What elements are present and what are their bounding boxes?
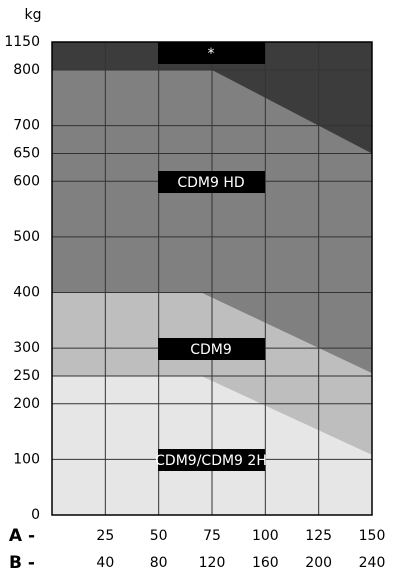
y-tick-label: 500 — [13, 229, 40, 245]
y-tick-label: 300 — [13, 340, 40, 356]
region-name: CDM9 — [190, 342, 232, 358]
x-tick-label: 25 — [96, 528, 114, 544]
region-label: CDM9/CDM9 2H — [155, 449, 267, 471]
x-tick-label: 50 — [150, 528, 168, 544]
region-name: CDM9 HD — [177, 175, 244, 191]
x2-tick-label: 120 — [199, 555, 226, 571]
y-tick-label: 800 — [13, 62, 40, 78]
x2-tick-label: 160 — [252, 555, 279, 571]
y-tick-label: 100 — [13, 451, 40, 467]
region-label: CDM9 — [158, 338, 265, 360]
x-row-label: B - — [9, 553, 35, 573]
region-name: CDM9/CDM9 2H — [155, 453, 267, 469]
label-box — [158, 338, 265, 360]
x2-tick-label: 40 — [96, 555, 114, 571]
region-name: * — [208, 46, 215, 62]
x-tick-label: 100 — [252, 528, 279, 544]
x2-tick-label: 80 — [150, 555, 168, 571]
y-tick-label: 600 — [13, 173, 40, 189]
y-tick-label: 250 — [13, 368, 40, 384]
y-tick-label: 0 — [31, 507, 40, 523]
y-tick-label: 700 — [13, 118, 40, 134]
y-tick-label: 200 — [13, 396, 40, 412]
label-box — [158, 42, 265, 64]
y-tick-label: 650 — [13, 145, 40, 161]
x-tick-label: 75 — [203, 528, 221, 544]
label-box — [158, 171, 265, 193]
y-tick-label: 1150 — [4, 34, 40, 50]
region-label: CDM9 HD — [158, 171, 265, 193]
x2-tick-label: 240 — [359, 555, 386, 571]
x-row-label: A - — [9, 526, 35, 546]
x-tick-label: 150 — [359, 528, 386, 544]
region-label: * — [158, 42, 265, 64]
x2-tick-label: 200 — [305, 555, 332, 571]
y-tick-label: 400 — [13, 285, 40, 301]
x-tick-label: 125 — [305, 528, 332, 544]
y-axis-label: kg — [25, 7, 42, 23]
label-box — [158, 449, 265, 471]
